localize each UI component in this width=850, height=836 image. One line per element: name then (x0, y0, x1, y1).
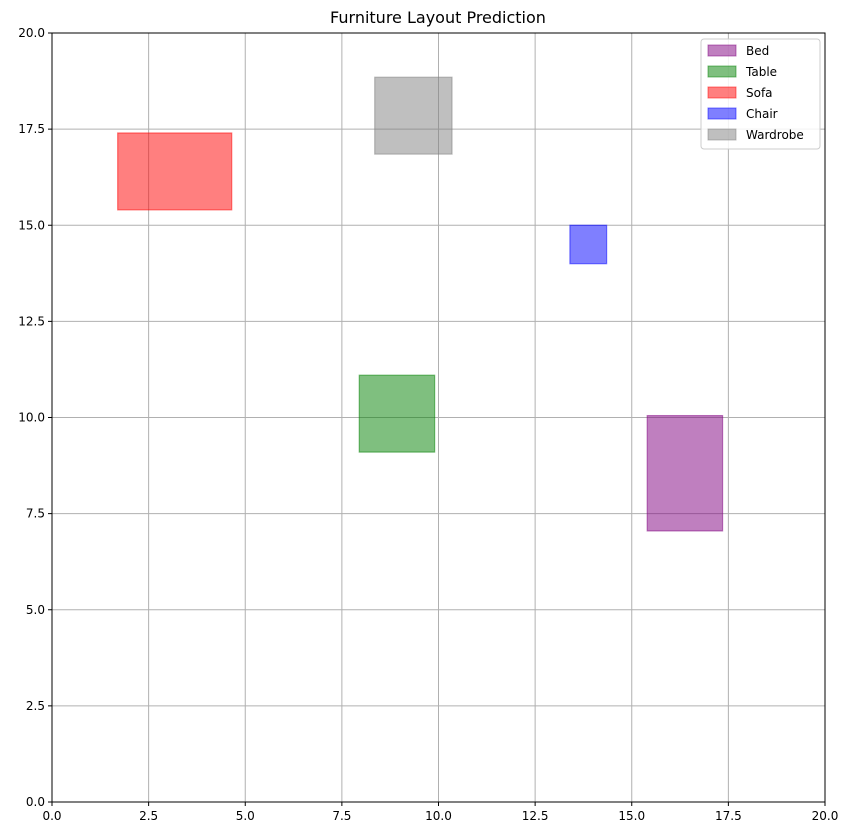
furniture-rectangles (117, 76, 724, 532)
legend-label-bed: Bed (746, 44, 769, 58)
y-tick-label: 2.5 (26, 699, 45, 713)
furniture-rect-table (358, 374, 436, 453)
y-tick-label: 7.5 (26, 507, 45, 521)
axis-ticks: 0.0 2.5 5.0 7.5 10.0 12.5 15.0 17.5 20.0 0.0 2.5 5.… (18, 26, 838, 823)
x-tick-label: 7.5 (332, 809, 351, 823)
x-tick-label: 12.5 (522, 809, 549, 823)
legend-label-chair: Chair (746, 107, 778, 121)
legend-swatch-wardrobe (707, 128, 737, 141)
legend-swatch-chair (707, 107, 737, 120)
x-tick-label: 15.0 (618, 809, 645, 823)
legend-swatch-bed (707, 44, 737, 57)
furniture-rect-chair (569, 224, 608, 265)
legend-swatch-table (707, 65, 737, 78)
legend-swatch-sofa (707, 86, 737, 99)
x-tick-label: 5.0 (236, 809, 255, 823)
x-tick-label: 10.0 (425, 809, 452, 823)
x-tick-label: 17.5 (715, 809, 742, 823)
x-tick-label: 0.0 (42, 809, 61, 823)
x-tick-label: 2.5 (139, 809, 158, 823)
y-tick-label: 10.0 (18, 411, 45, 425)
legend-label-table: Table (745, 65, 777, 79)
y-tick-label: 15.0 (18, 218, 45, 232)
x-tick-label: 20.0 (812, 809, 839, 823)
y-tick-label: 5.0 (26, 603, 45, 617)
furniture-rect-bed (646, 414, 724, 532)
legend: Bed Table Sofa Chair Wardrobe (700, 38, 821, 150)
furniture-rect-sofa (117, 132, 233, 211)
legend-label-wardrobe: Wardrobe (746, 128, 804, 142)
y-tick-label: 12.5 (18, 314, 45, 328)
furniture-rect-wardrobe (374, 76, 453, 155)
y-tick-label: 17.5 (18, 122, 45, 136)
y-tick-label: 0.0 (26, 795, 45, 809)
legend-label-sofa: Sofa (746, 86, 773, 100)
chart-title: Furniture Layout Prediction (330, 8, 546, 27)
y-tick-label: 20.0 (18, 26, 45, 40)
